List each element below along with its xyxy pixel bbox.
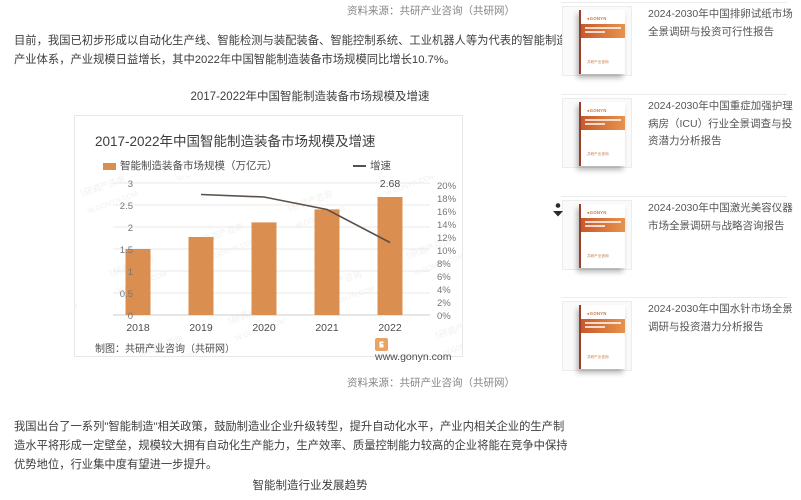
svg-text:1.5: 1.5	[120, 245, 133, 256]
svg-text:0: 0	[128, 311, 133, 322]
svg-text:2019: 2019	[189, 322, 213, 334]
svg-text:10%: 10%	[437, 246, 457, 257]
svg-text:0.5: 0.5	[120, 289, 133, 300]
svg-text:2%: 2%	[437, 298, 451, 309]
svg-text:18%: 18%	[437, 194, 457, 205]
svg-text:2022: 2022	[378, 322, 402, 334]
svg-text:3: 3	[128, 179, 133, 190]
svg-text:2.68: 2.68	[380, 178, 401, 190]
svg-text:2: 2	[128, 223, 133, 234]
svg-text:20%: 20%	[437, 181, 457, 192]
svg-text:1: 1	[128, 267, 133, 278]
svg-text:2.5: 2.5	[120, 201, 133, 212]
svg-text:12%: 12%	[437, 233, 457, 244]
svg-text:16%: 16%	[437, 207, 457, 218]
svg-text:14%: 14%	[437, 220, 457, 231]
svg-text:4%: 4%	[437, 285, 451, 296]
svg-text:2020: 2020	[252, 322, 276, 334]
svg-text:6%: 6%	[437, 272, 451, 283]
svg-text:8%: 8%	[437, 259, 451, 270]
svg-text:2018: 2018	[126, 322, 150, 334]
svg-text:0%: 0%	[437, 311, 451, 322]
svg-text:2021: 2021	[315, 322, 339, 334]
